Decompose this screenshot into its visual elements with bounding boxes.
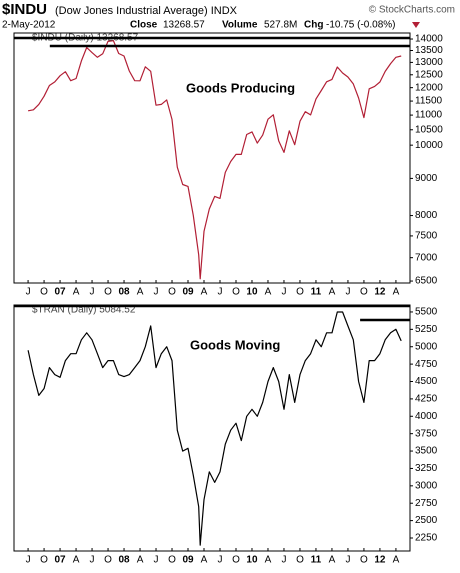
x-tick-label: O <box>360 287 368 298</box>
chg-label: Chg <box>304 20 323 31</box>
x-tick-label: 12 <box>374 555 386 566</box>
x-tick-label: 07 <box>54 555 66 566</box>
chg: -10.75 (-0.08%) <box>326 20 395 31</box>
x-tick-label: 07 <box>54 287 66 298</box>
y-tick-label: 5250 <box>415 324 438 335</box>
y-tick-label: 12000 <box>415 82 443 93</box>
close: 13268.57 <box>163 20 205 31</box>
x-tick-label: O <box>40 555 48 566</box>
x-tick-label: O <box>104 287 112 298</box>
y-tick-label: 11000 <box>415 110 443 121</box>
y-tick-label: 9000 <box>415 173 438 184</box>
x-tick-label: A <box>201 287 208 298</box>
close-label: Close <box>130 20 158 31</box>
x-tick-label: A <box>393 287 400 298</box>
x-tick-label: J <box>281 287 286 298</box>
x-tick-label: O <box>296 555 304 566</box>
x-tick-label: 10 <box>246 287 258 298</box>
down-arrow <box>412 22 420 28</box>
x-tick-label: 12 <box>374 287 386 298</box>
source: © StockCharts.com <box>369 5 455 16</box>
x-tick-label: A <box>137 555 144 566</box>
x-tick-label: J <box>26 555 31 566</box>
x-tick-label: J <box>26 287 31 298</box>
y-tick-label: 8000 <box>415 210 438 221</box>
y-tick-label: 4500 <box>415 376 438 387</box>
x-tick-label: A <box>329 555 336 566</box>
x-tick-label: O <box>232 287 240 298</box>
y-tick-label: 5000 <box>415 341 438 352</box>
x-tick-label: A <box>73 555 80 566</box>
y-tick-label: 3000 <box>415 480 438 491</box>
price-line <box>27 40 402 280</box>
x-tick-label: 08 <box>118 555 130 566</box>
x-tick-label: J <box>154 287 159 298</box>
y-tick-label: 3250 <box>415 463 438 474</box>
volume-label: Volume <box>222 20 258 31</box>
x-tick-label: J <box>90 287 95 298</box>
x-tick-label: A <box>329 287 336 298</box>
x-tick-label: O <box>104 555 112 566</box>
legend-label: $TRAN (Daily) 5084.52 <box>32 305 136 316</box>
plot-frame <box>13 32 411 284</box>
y-tick-label: 4000 <box>415 411 438 422</box>
date: 2-May-2012 <box>2 20 56 31</box>
x-tick-label: O <box>232 555 240 566</box>
x-tick-label: J <box>345 287 350 298</box>
name: (Dow Jones Industrial Average) INDX <box>55 5 238 17</box>
y-tick-label: 14000 <box>415 34 443 45</box>
x-tick-label: 11 <box>311 555 322 566</box>
x-tick-label: A <box>137 287 144 298</box>
y-tick-label: 2750 <box>415 498 438 509</box>
x-tick-label: 10 <box>246 555 258 566</box>
x-tick-label: A <box>265 555 272 566</box>
y-tick-label: 2500 <box>415 515 438 526</box>
x-tick-label: O <box>296 287 304 298</box>
x-tick-label: J <box>345 555 350 566</box>
x-tick-label: 09 <box>182 287 194 298</box>
y-tick-label: 6500 <box>415 276 438 287</box>
x-tick-label: O <box>360 555 368 566</box>
x-tick-label: J <box>217 287 222 298</box>
x-tick-label: A <box>393 555 400 566</box>
x-tick-label: J <box>154 555 159 566</box>
x-tick-label: 08 <box>118 287 130 298</box>
volume: 527.8M <box>264 20 297 31</box>
y-tick-label: 3750 <box>415 428 438 439</box>
x-tick-label: 11 <box>311 287 322 298</box>
x-tick-label: A <box>73 287 80 298</box>
annotation: Goods Moving <box>190 337 280 352</box>
y-tick-label: 7500 <box>415 231 438 242</box>
x-tick-label: O <box>40 287 48 298</box>
annotation: Goods Producing <box>186 80 295 95</box>
y-tick-label: 10500 <box>415 124 443 135</box>
y-tick-label: 2250 <box>415 533 438 544</box>
x-tick-label: 09 <box>182 555 194 566</box>
x-tick-label: J <box>217 555 222 566</box>
y-tick-label: 4250 <box>415 394 438 405</box>
y-tick-label: 13500 <box>415 45 443 56</box>
y-tick-label: 11500 <box>415 96 443 107</box>
y-tick-label: 12500 <box>415 69 443 80</box>
y-tick-label: 7000 <box>415 252 438 263</box>
x-tick-label: A <box>201 555 208 566</box>
x-tick-label: O <box>168 555 176 566</box>
x-tick-label: J <box>90 555 95 566</box>
symbol: $INDU <box>2 1 47 18</box>
y-tick-label: 5500 <box>415 307 438 318</box>
x-tick-label: J <box>281 555 286 566</box>
y-tick-label: 3500 <box>415 446 438 457</box>
y-tick-label: 13000 <box>415 57 443 68</box>
x-tick-label: O <box>168 287 176 298</box>
y-tick-label: 4750 <box>415 359 438 370</box>
x-tick-label: A <box>265 287 272 298</box>
y-tick-label: 10000 <box>415 140 443 151</box>
price-line <box>27 311 402 546</box>
